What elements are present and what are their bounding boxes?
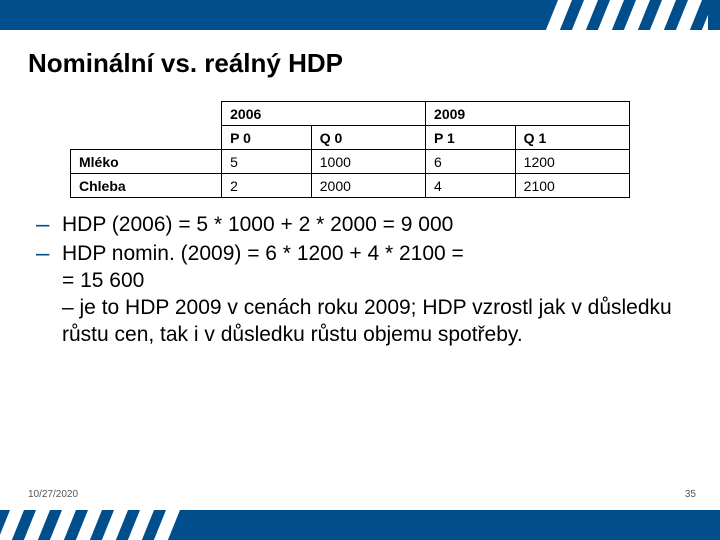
- bullet-item: – HDP (2006) = 5 * 1000 + 2 * 2000 = 9 0…: [32, 212, 692, 239]
- bullet-item: – HDP nomin. (2009) = 6 * 1200 + 4 * 210…: [32, 241, 692, 349]
- gdp-table: 2006 2009 P 0 Q 0 P 1 Q 1 Mléko 5 1000 6…: [70, 101, 630, 198]
- row-label: Mléko: [71, 150, 222, 174]
- bullet-list: – HDP (2006) = 5 * 1000 + 2 * 2000 = 9 0…: [32, 212, 692, 348]
- table-year-row: 2006 2009: [71, 102, 630, 126]
- cell: 5: [222, 150, 312, 174]
- bullet-text: HDP (2006) = 5 * 1000 + 2 * 2000 = 9 000: [62, 213, 453, 236]
- col-header: P 0: [222, 126, 312, 150]
- col-header: Q 1: [515, 126, 629, 150]
- col-header: P 1: [426, 126, 516, 150]
- table-subheader-row: P 0 Q 0 P 1 Q 1: [71, 126, 630, 150]
- bullet-dash-icon: –: [36, 241, 49, 267]
- cell: 1000: [311, 150, 425, 174]
- col-header: Q 0: [311, 126, 425, 150]
- slide-title: Nominální vs. reálný HDP: [28, 48, 692, 79]
- cell: 4: [426, 174, 516, 198]
- row-label: Chleba: [71, 174, 222, 198]
- year-header: 2009: [426, 102, 630, 126]
- table-row: Mléko 5 1000 6 1200: [71, 150, 630, 174]
- bullet-text: HDP nomin. (2009) = 6 * 1200 + 4 * 2100 …: [62, 242, 672, 346]
- cell: 2100: [515, 174, 629, 198]
- cell: 2000: [311, 174, 425, 198]
- table-row: Chleba 2 2000 4 2100: [71, 174, 630, 198]
- cell: 1200: [515, 150, 629, 174]
- top-hatch: [538, 0, 708, 30]
- cell: 6: [426, 150, 516, 174]
- bullet-dash-icon: –: [36, 212, 49, 238]
- cell: 2: [222, 174, 312, 198]
- footer-page-number: 35: [685, 489, 696, 500]
- slide-panel: Nominální vs. reálný HDP 2006 2009 P 0 Q…: [0, 30, 720, 510]
- year-header: 2006: [222, 102, 426, 126]
- bottom-hatch: [0, 510, 190, 540]
- footer-date: 10/27/2020: [28, 489, 78, 500]
